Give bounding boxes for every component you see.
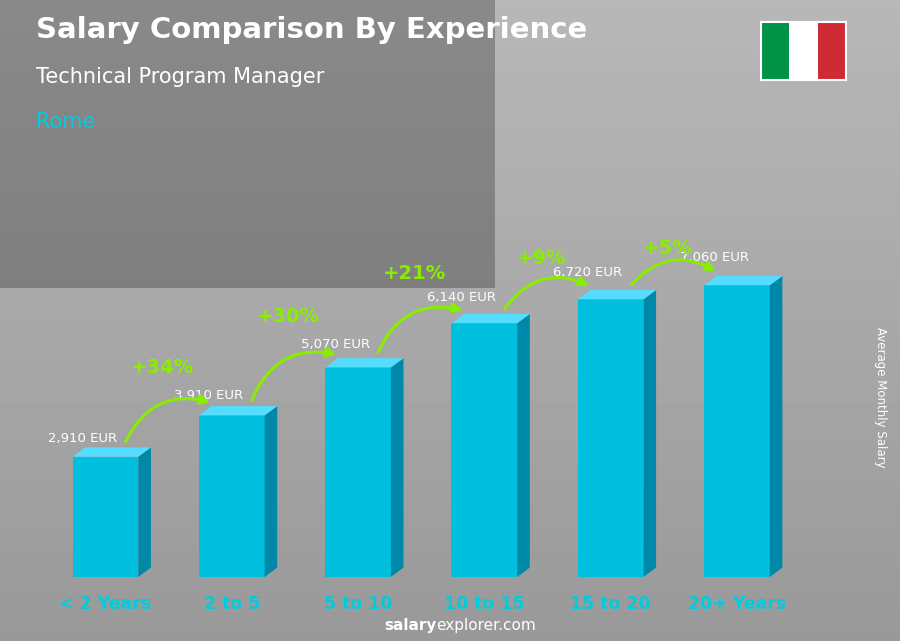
Bar [789, 22, 817, 80]
Bar [73, 456, 139, 577]
Polygon shape [704, 276, 782, 285]
Text: 20+ Years: 20+ Years [688, 595, 786, 613]
Polygon shape [325, 358, 403, 367]
Bar [817, 22, 846, 80]
Bar [452, 323, 518, 577]
Polygon shape [199, 406, 277, 415]
Polygon shape [452, 314, 530, 323]
Text: Average Monthly Salary: Average Monthly Salary [874, 327, 886, 468]
Text: +21%: +21% [383, 264, 446, 283]
Text: 5,070 EUR: 5,070 EUR [301, 338, 370, 351]
Polygon shape [578, 290, 656, 299]
Text: explorer.com: explorer.com [436, 619, 536, 633]
Text: Technical Program Manager: Technical Program Manager [36, 67, 324, 87]
Bar [760, 22, 789, 80]
Bar [199, 415, 265, 577]
Text: 6,720 EUR: 6,720 EUR [554, 265, 623, 279]
Text: +30%: +30% [257, 307, 320, 326]
Text: salary: salary [384, 619, 436, 633]
Polygon shape [518, 314, 530, 577]
Text: 2 to 5: 2 to 5 [203, 595, 260, 613]
Bar [325, 367, 391, 577]
Text: 6,140 EUR: 6,140 EUR [428, 291, 496, 304]
Text: +9%: +9% [517, 249, 566, 268]
Polygon shape [391, 358, 403, 577]
Text: Rome: Rome [36, 112, 95, 132]
Bar [704, 285, 770, 577]
Text: 7,060 EUR: 7,060 EUR [680, 251, 749, 263]
Polygon shape [73, 447, 151, 456]
Text: 3,910 EUR: 3,910 EUR [175, 388, 244, 401]
Text: 10 to 15: 10 to 15 [444, 595, 525, 613]
Text: 15 to 20: 15 to 20 [571, 595, 651, 613]
Polygon shape [265, 406, 277, 577]
Text: 5 to 10: 5 to 10 [324, 595, 392, 613]
Text: Salary Comparison By Experience: Salary Comparison By Experience [36, 16, 587, 44]
Text: 2,910 EUR: 2,910 EUR [49, 432, 117, 445]
Polygon shape [770, 276, 782, 577]
Text: +5%: +5% [643, 239, 692, 258]
Text: < 2 Years: < 2 Years [59, 595, 151, 613]
Text: +34%: +34% [130, 358, 194, 377]
Polygon shape [644, 290, 656, 577]
Polygon shape [139, 447, 151, 577]
Bar [578, 299, 644, 577]
